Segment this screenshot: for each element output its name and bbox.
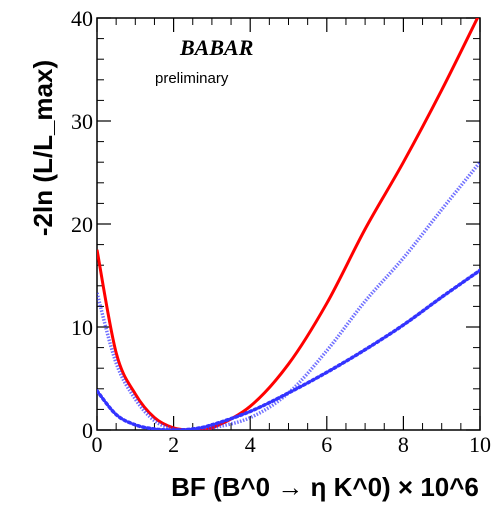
x-tick-label: 6 — [321, 432, 332, 457]
x-tick-label: 4 — [245, 432, 256, 457]
x-tick-label: 2 — [168, 432, 179, 457]
series-line-hatched — [97, 161, 480, 430]
y-tick-label: 20 — [71, 212, 93, 237]
x-tick-label: 10 — [469, 432, 491, 457]
x-axis-label: BF (B^0 → η K^0) × 10^6 — [171, 472, 479, 502]
ticks — [96, 17, 481, 431]
y-axis-label: -2ln (L/L_max) — [28, 60, 58, 236]
y-tick-label: 30 — [71, 109, 93, 134]
y-tick-label: 10 — [71, 315, 93, 340]
x-tick-label: 8 — [398, 432, 409, 457]
y-tick-label: 0 — [82, 418, 93, 443]
x-tick-label: 0 — [92, 432, 103, 457]
logo-text: BABAR — [179, 35, 253, 60]
tick-labels: 0 2 4 6 8 10 0 10 20 30 40 — [71, 6, 491, 457]
y-tick-label: 40 — [71, 6, 93, 31]
status-text: preliminary — [155, 70, 229, 87]
series-layer — [97, 18, 480, 430]
series-line-dotted — [97, 268, 480, 430]
series-line-solid — [97, 18, 480, 430]
